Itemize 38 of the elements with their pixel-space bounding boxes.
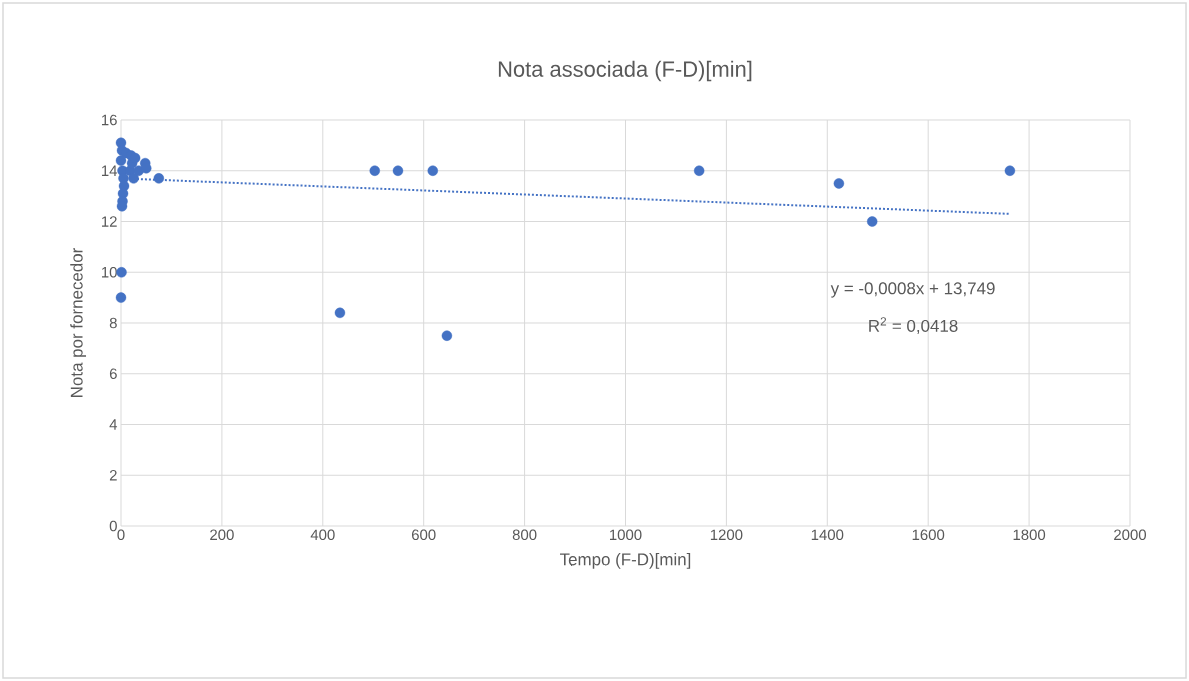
- point: [128, 173, 139, 184]
- point: [427, 165, 438, 176]
- x-tick-label: 600: [412, 529, 436, 541]
- point: [693, 165, 705, 176]
- x-tick-label: 400: [310, 529, 335, 541]
- y-tick-label: 2: [109, 470, 117, 481]
- point: [116, 267, 127, 278]
- point: [441, 330, 453, 341]
- annotation: y = -0,0008x + 13,749: [830, 282, 995, 298]
- y-tick-label: 12: [102, 216, 117, 227]
- y-tick-label: 14: [102, 165, 118, 176]
- x-tick-label: 1000: [610, 529, 642, 541]
- point: [115, 155, 127, 166]
- x-tick-label: 800: [512, 529, 537, 541]
- point: [866, 216, 878, 227]
- x-axis-title: Tempo (F-D)[min]: [560, 552, 691, 569]
- y-tick-label: 4: [109, 419, 118, 430]
- point: [1004, 165, 1016, 176]
- annotation: R$^{2}$ = 0,0418: [869, 317, 958, 334]
- x-tick-label: 200: [210, 529, 234, 541]
- y-tick-label: 16: [102, 114, 117, 126]
- x-tick-label: 1200: [710, 529, 743, 541]
- chart-title: Nota associada (F-D)[min]: [498, 60, 752, 82]
- point: [153, 173, 165, 184]
- y-axis-title: Nota por fornecedor: [70, 248, 87, 397]
- y-tick-label: 6: [109, 368, 117, 380]
- point: [369, 165, 380, 176]
- y-tick-label: 8: [109, 317, 117, 329]
- point: [115, 292, 127, 303]
- y-tick-label: 0: [109, 520, 117, 532]
- y-tick-label: 10: [102, 266, 117, 278]
- x-tick-label: 1800: [1013, 529, 1046, 541]
- x-tick-label: 1400: [811, 529, 844, 541]
- point: [334, 307, 346, 319]
- point: [392, 165, 404, 176]
- x-tick-label: 1600: [912, 529, 945, 541]
- x-tick-label: 2000: [1114, 529, 1147, 541]
- point: [833, 178, 845, 189]
